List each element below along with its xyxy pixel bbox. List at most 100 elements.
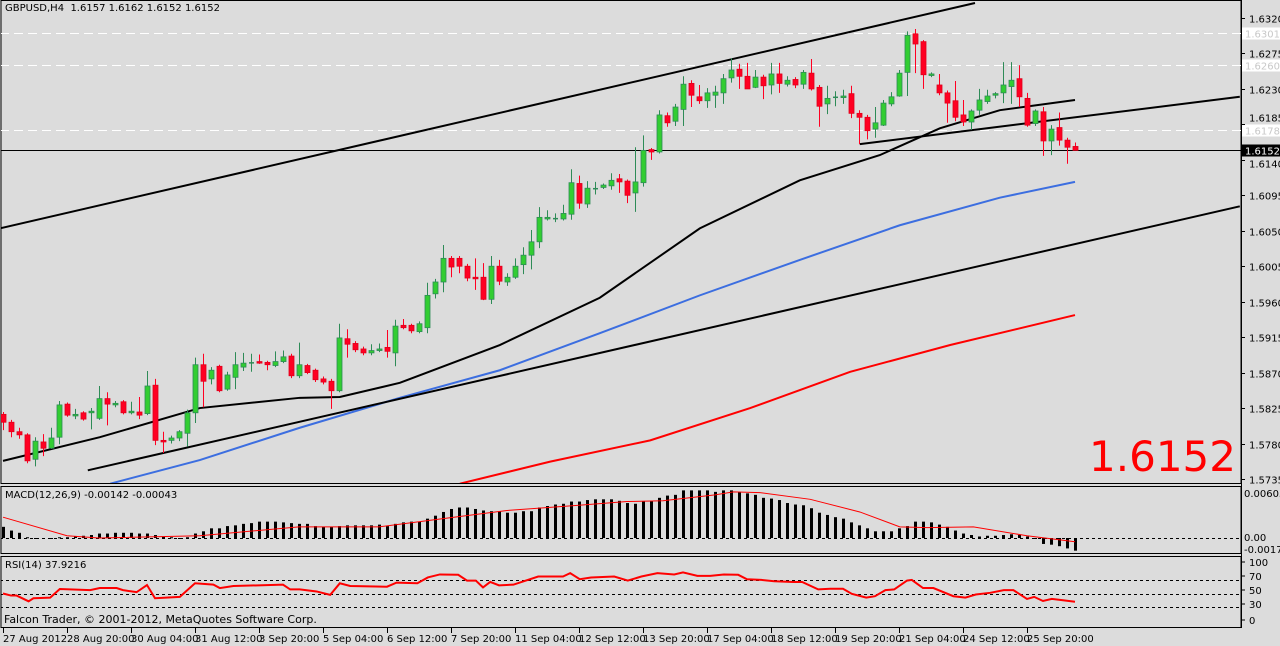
macd-histogram-bar (778, 500, 781, 538)
candle-body (1064, 139, 1071, 148)
candle (792, 77, 799, 89)
candle-body (344, 338, 351, 345)
macd-histogram-bar (258, 521, 261, 538)
macd-histogram-bar (226, 526, 229, 538)
candle (744, 62, 751, 90)
macd-histogram-bar (218, 528, 221, 538)
candle-body (1032, 110, 1039, 124)
candle-body (768, 73, 775, 86)
candle-body (144, 385, 151, 414)
macd-histogram-bar (994, 535, 997, 538)
macd-histogram-bar (618, 500, 621, 538)
candle (712, 85, 719, 108)
macd-histogram-bar (490, 511, 493, 538)
candle (992, 92, 999, 99)
candle-body (992, 93, 999, 96)
candle (632, 147, 639, 212)
macd-histogram-bar (458, 507, 461, 538)
macd-histogram-bar (1026, 536, 1029, 538)
macd-histogram-bar (434, 515, 437, 538)
macd-histogram-bar (130, 532, 133, 538)
macd-histogram-bar (394, 523, 397, 538)
macd-histogram-bar (746, 493, 749, 538)
macd-histogram-bar (978, 536, 981, 538)
candle-body (1048, 128, 1055, 142)
trendlines[interactable] (0, 2, 1241, 472)
macd-histogram-bar (1050, 538, 1053, 545)
macd-histogram-bar (810, 508, 813, 538)
macd-histogram-bar (738, 491, 741, 538)
candle (360, 346, 367, 356)
candle-body (112, 402, 119, 406)
candle (48, 427, 55, 450)
candle (480, 263, 487, 301)
candle (344, 329, 351, 358)
macd-histogram-bar (986, 535, 989, 538)
candle-body (1000, 84, 1007, 94)
candle (904, 31, 911, 97)
candle-body (208, 369, 215, 380)
candle-body (320, 378, 327, 383)
macd-histogram-bar (58, 537, 61, 539)
candle-body (776, 73, 783, 84)
candle-body (352, 343, 359, 351)
candle-body (408, 324, 415, 332)
candle-body (536, 216, 543, 243)
candle-body (40, 441, 47, 449)
price-tick-label: 1.6230 (1249, 86, 1280, 97)
candle-body (160, 439, 167, 443)
candle-body (424, 294, 431, 329)
candle-body (616, 178, 623, 183)
macd-histogram-bar (674, 494, 677, 538)
candle-body (360, 348, 367, 354)
candle-body (176, 431, 183, 439)
macd-histogram-bar (546, 506, 549, 538)
candle (816, 84, 823, 127)
candle (1056, 112, 1063, 146)
price-tick-label: 1.6050 (1249, 228, 1280, 239)
macd-histogram-bar (554, 504, 557, 538)
macd-histogram-bar (770, 498, 773, 538)
candle-body (896, 72, 903, 97)
candle (136, 397, 143, 420)
candle (584, 181, 591, 208)
candle-body (472, 276, 479, 280)
candle (32, 437, 39, 467)
candle-body (1072, 146, 1079, 151)
macd-histogram-bar (722, 490, 725, 538)
candle (944, 90, 951, 123)
macd-histogram-bar (402, 522, 405, 538)
bid-label-bg (1242, 144, 1280, 157)
candle-body (24, 434, 31, 462)
macd-histogram-bar (1018, 535, 1021, 538)
macd-histogram-bar (650, 500, 653, 538)
candle-body (520, 254, 527, 266)
candle (640, 135, 647, 187)
candle-body (880, 102, 887, 126)
candle-body (152, 384, 159, 441)
candle (624, 179, 631, 204)
candle-body (648, 149, 655, 153)
candle (512, 258, 519, 279)
price-tick-label: 1.5960 (1249, 299, 1280, 310)
candle-body (952, 100, 959, 118)
time-tick-label: 3 Sep 20:00 (259, 634, 319, 645)
candle-body (720, 78, 727, 94)
macd-histogram-bar (314, 526, 317, 538)
candle (680, 76, 687, 126)
candle-body (640, 149, 647, 184)
time-tick-label: 7 Sep 20:00 (451, 634, 511, 645)
candle (176, 430, 183, 442)
candle-body (32, 440, 39, 460)
candle (720, 73, 727, 104)
candle (912, 29, 919, 74)
candle-body (632, 181, 639, 194)
candle-body (440, 257, 447, 283)
macd-tick-label: 0.00605 (1244, 489, 1280, 500)
candle (304, 363, 311, 375)
macd-histogram-bar (626, 503, 629, 538)
macd-histogram-bar (482, 510, 485, 538)
moving-average-line (109, 180, 1076, 483)
macd-histogram-bar (98, 533, 101, 538)
